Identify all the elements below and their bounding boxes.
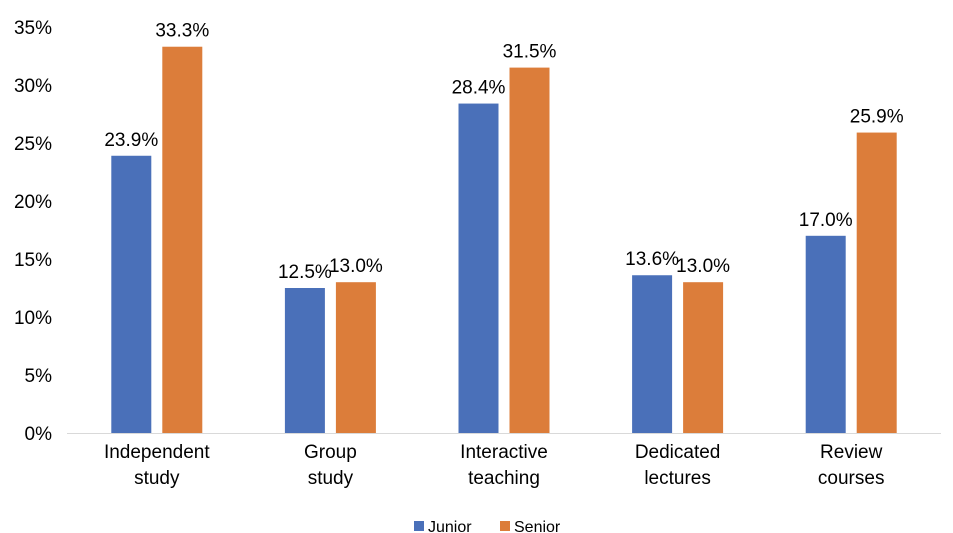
- legend-label: Junior: [428, 519, 472, 533]
- data-label: 28.4%: [452, 78, 506, 99]
- data-label: 13.6%: [625, 249, 679, 270]
- legend-swatch-junior: [414, 521, 424, 531]
- y-tick-label: 5%: [25, 366, 53, 387]
- data-label: 33.3%: [155, 21, 209, 42]
- data-label: 17.0%: [799, 210, 853, 231]
- bar-junior: [284, 288, 325, 433]
- data-label: 31.5%: [503, 42, 557, 63]
- x-category-label: Dedicated: [635, 442, 721, 463]
- legend-swatch-senior: [500, 521, 510, 531]
- bars: 23.9%33.3%12.5%13.0%28.4%31.5%13.6%13.0%…: [104, 21, 904, 433]
- x-category-label: courses: [818, 468, 885, 489]
- y-tick-label: 0%: [25, 424, 53, 445]
- data-label: 23.9%: [104, 130, 158, 151]
- y-tick-label: 35%: [14, 18, 52, 39]
- data-label: 12.5%: [278, 262, 332, 283]
- x-category-label: Interactive: [460, 442, 548, 463]
- bar-senior: [335, 282, 376, 433]
- y-axis: 0% 5% 10% 15% 20% 25% 30% 35%: [14, 18, 52, 445]
- bar-senior: [162, 46, 203, 433]
- bar-senior: [856, 132, 897, 433]
- x-category-label: lectures: [644, 468, 711, 489]
- bar-senior: [509, 67, 550, 433]
- legend: Junior Senior: [414, 519, 561, 533]
- legend-label: Senior: [514, 519, 561, 533]
- x-category-label: teaching: [468, 468, 540, 489]
- x-category-label: study: [308, 468, 354, 489]
- bar-junior: [805, 235, 846, 433]
- bar-senior: [683, 282, 724, 433]
- x-category-label: Group: [304, 442, 357, 463]
- y-tick-label: 25%: [14, 134, 52, 155]
- x-category-label: Independent: [104, 442, 210, 463]
- data-label: 25.9%: [850, 107, 904, 128]
- y-tick-label: 10%: [14, 308, 52, 329]
- bar-junior: [111, 155, 152, 433]
- x-category-label: Review: [820, 442, 883, 463]
- data-label: 13.0%: [676, 256, 730, 277]
- data-label: 13.0%: [329, 256, 383, 277]
- y-tick-label: 20%: [14, 192, 52, 213]
- x-category-label: study: [134, 468, 180, 489]
- y-tick-label: 30%: [14, 76, 52, 97]
- y-tick-label: 15%: [14, 250, 52, 271]
- bar-junior: [458, 103, 499, 433]
- x-axis: Independent study Group study Interactive tea…: [67, 433, 941, 489]
- bar-junior: [632, 275, 673, 433]
